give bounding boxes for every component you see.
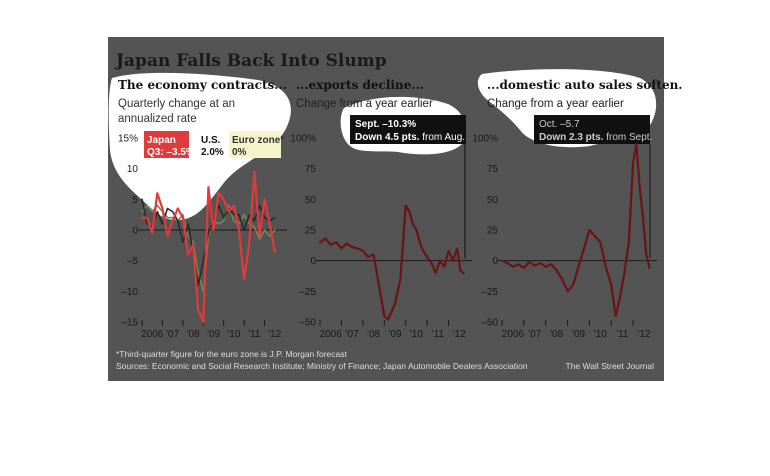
panel-subtitle: Change from a year earlier (296, 98, 433, 110)
x-tick-label: '08 (187, 329, 200, 340)
panel-subtitle: annualized rate (118, 113, 197, 125)
white-highlight-blob (108, 72, 291, 221)
panel-heading: The economy contracts... (118, 78, 287, 92)
annotation-bold: Down 2.3 pts. (539, 132, 604, 143)
annotation-rest: from Aug. (419, 132, 465, 143)
x-tick-label: '10 (227, 329, 240, 340)
y-tick-label: 75 (305, 164, 317, 175)
y-tick-label: 10 (127, 164, 139, 175)
y-tick-label: 0 (492, 256, 498, 267)
y-tick-label: 50 (305, 195, 317, 206)
legend-value-us: 2.0% (201, 147, 224, 158)
annotation-line1: Oct. –5.7 (539, 119, 580, 130)
y-tick-label: 0 (132, 226, 138, 237)
x-tick-label: 2006 (502, 329, 525, 340)
y-tick-label: 0 (310, 256, 316, 267)
y-tick-label: 100% (290, 134, 316, 145)
annotation-line2: Down 2.3 pts. from Sept. (539, 132, 652, 143)
x-tick-label: '10 (410, 329, 423, 340)
x-tick-label: '09 (572, 329, 585, 340)
x-tick-label: 2006 (320, 329, 343, 340)
legend-swatch-japan (144, 131, 189, 158)
y-tick-label: –10 (121, 287, 138, 298)
panel-heading: ...exports decline... (296, 78, 424, 92)
panel-heading: ...domestic auto sales soften. (487, 78, 683, 92)
panel-subtitle: Quarterly change at an (118, 98, 235, 110)
annotation-rest: from Sept. (603, 132, 652, 143)
x-tick-label: '07 (528, 329, 541, 340)
x-tick-label: 2006 (141, 329, 164, 340)
chart-panel: 100% 75 50 25 0 –25 –50 2006'07 '08 '09 '10 '11 '12 (290, 134, 472, 340)
y-tick-label: 15% (118, 134, 138, 145)
y-tick-label: –15 (121, 318, 138, 329)
y-tick-label: –5 (127, 256, 139, 267)
annotation-box (350, 115, 466, 144)
series-line-auto-sales (500, 143, 651, 317)
footnote: *Third-quarter figure for the euro zone … (116, 349, 348, 359)
x-tick-label: '12 (268, 329, 281, 340)
x-tick-label: '12 (638, 329, 651, 340)
y-tick-label: 5 (132, 195, 138, 206)
series-line-japan (140, 170, 276, 324)
legend-swatch-euro (229, 131, 281, 158)
y-tick-label: 25 (487, 226, 499, 237)
y-tick-label: 50 (487, 195, 499, 206)
annotation-bold: Down 4.5 pts. (355, 132, 420, 143)
chart-panels: 15%1050–5–10–152006'07'08'09'10'11'12100… (118, 134, 657, 340)
x-tick-label: '08 (550, 329, 563, 340)
x-tick-label: '07 (166, 329, 179, 340)
series-line-exports (318, 204, 465, 321)
y-tick-label: –50 (481, 318, 498, 329)
sources: Sources: Economic and Social Research In… (116, 361, 528, 371)
x-tick-label: '11 (432, 329, 445, 340)
x-tick-label: '09 (207, 329, 220, 340)
x-tick-label: '10 (594, 329, 607, 340)
x-tick-label: '11 (248, 329, 261, 340)
main-title: Japan Falls Back Into Slump (114, 51, 387, 71)
annotation-line2: Down 4.5 pts. from Aug. (355, 132, 465, 143)
annotation-line1: Sept. –10.3% (355, 119, 416, 130)
legend-label-euro: Euro zone* (232, 135, 284, 146)
y-tick-label: 25 (305, 226, 317, 237)
legend-value-euro: 0% (232, 147, 247, 158)
legend-value-japan: Q3: –3.5% (147, 147, 195, 158)
y-tick-label: 75 (487, 164, 499, 175)
credit: The Wall Street Journal (566, 361, 655, 371)
y-tick-label: –25 (481, 287, 498, 298)
x-tick-label: '11 (616, 329, 629, 340)
panel-subtitle: Change from a year earlier (487, 98, 624, 110)
y-tick-label: –50 (299, 318, 316, 329)
legend-label-us: U.S. (201, 135, 221, 146)
annotation-box (534, 115, 650, 144)
x-tick-label: '08 (367, 329, 380, 340)
legend-label-japan: Japan (147, 135, 176, 146)
y-tick-label: 100% (472, 134, 498, 145)
x-tick-label: '09 (388, 329, 401, 340)
y-tick-label: –25 (299, 287, 316, 298)
x-tick-label: '12 (453, 329, 466, 340)
x-tick-label: '07 (346, 329, 359, 340)
chart-panel: 100% 75 50 25 0 –25 –50 2006'07 '08 '09 '10 '11 '12 (472, 134, 657, 340)
